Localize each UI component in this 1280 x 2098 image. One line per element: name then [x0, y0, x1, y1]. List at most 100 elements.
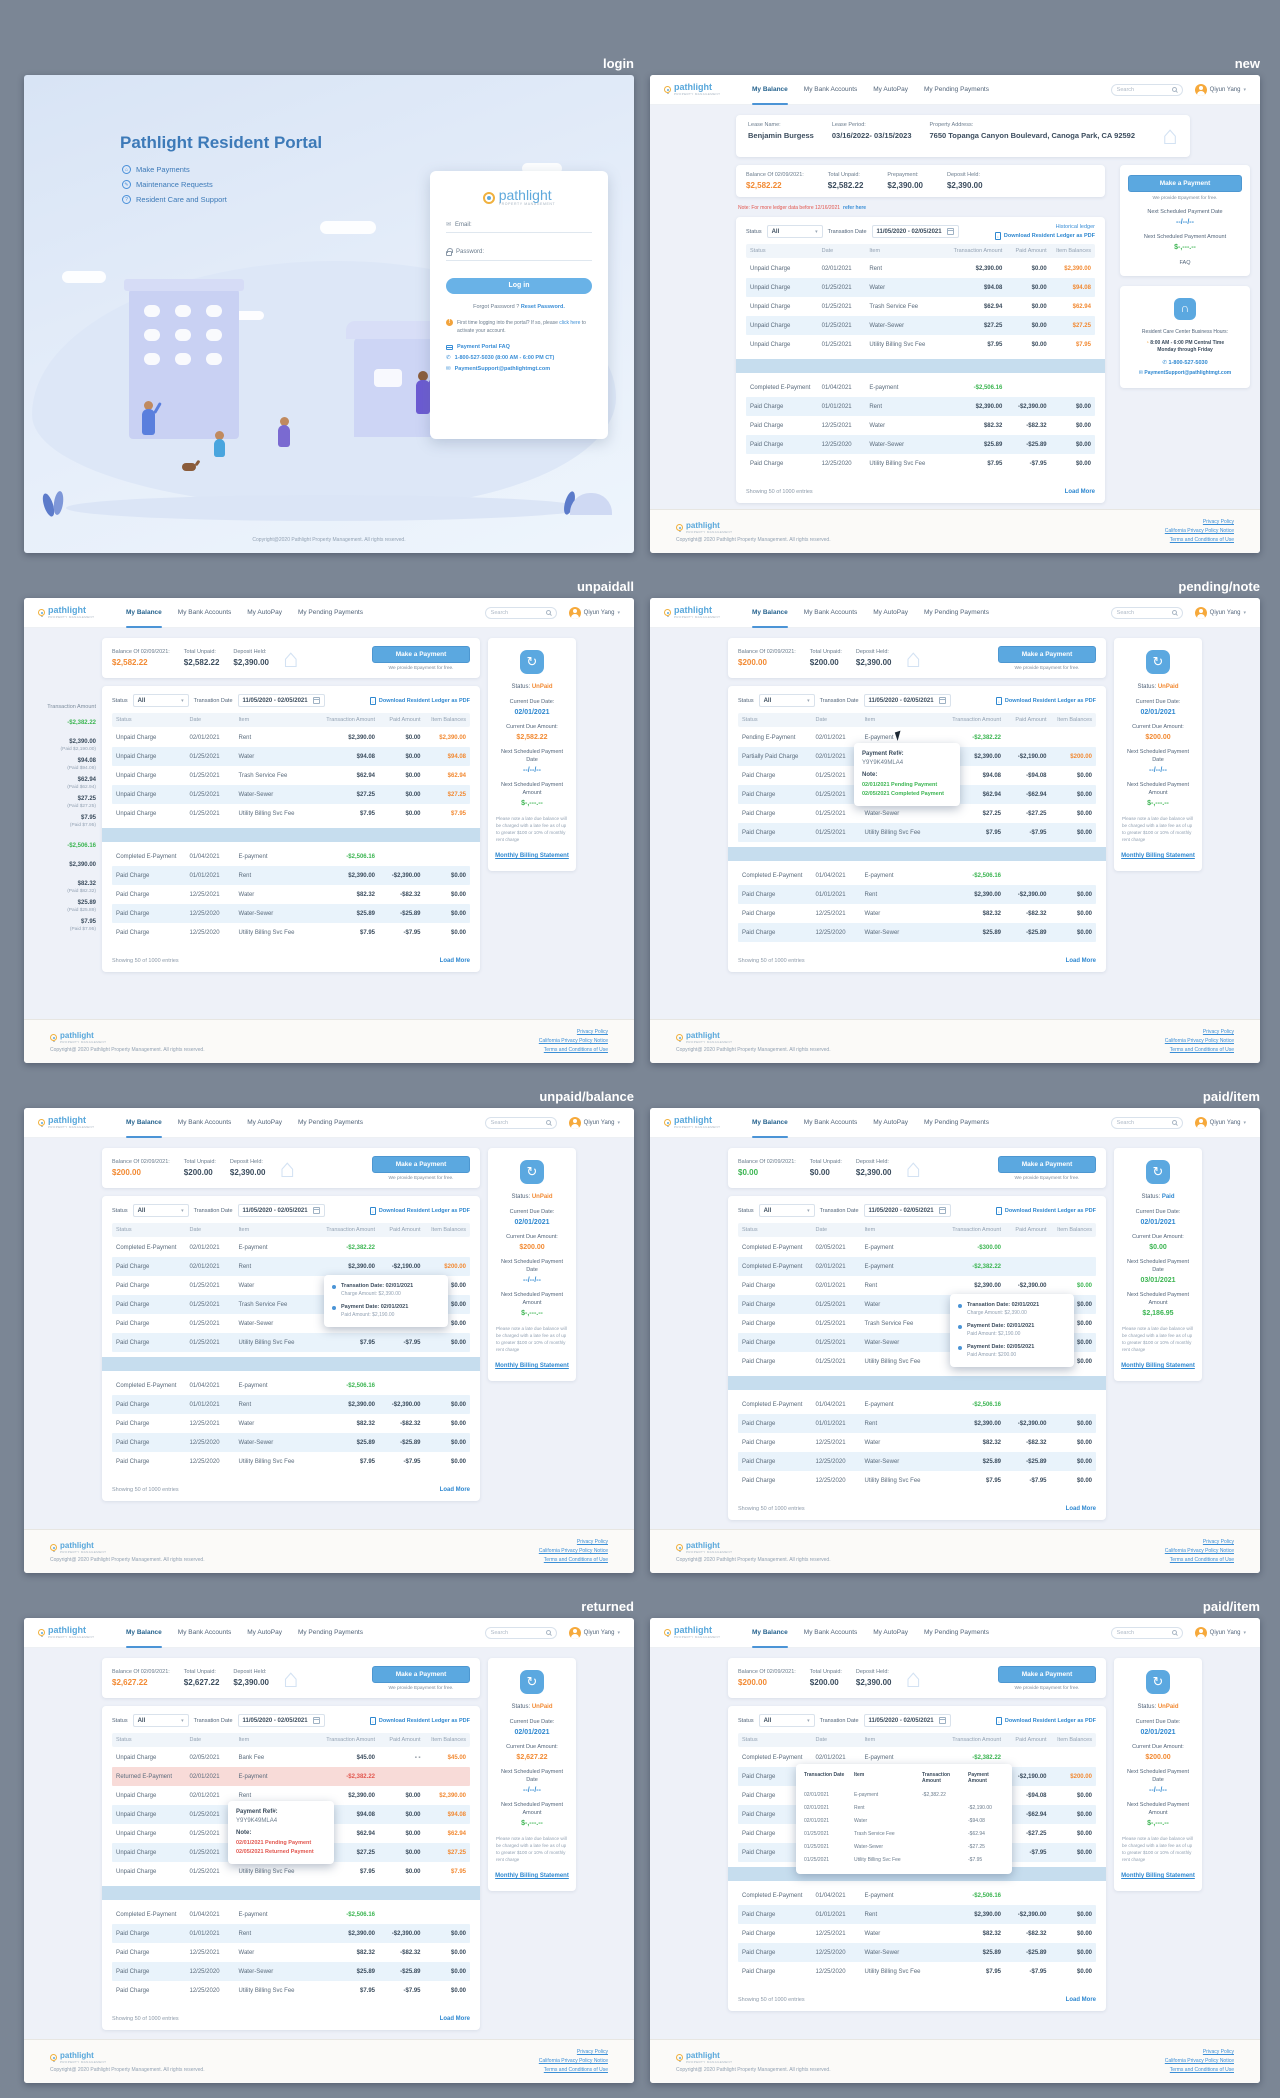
tab-my-balance[interactable]: My Balance [126, 598, 162, 628]
table-row[interactable]: Unpaid Charge 01/25/2021 Water-Sewer $27.25… [746, 316, 1095, 335]
table-row[interactable]: Unpaid Charge 01/25/2021 Water $94.08 $0.00 $… [746, 278, 1095, 297]
make-a-payment-button[interactable]: Make a Payment [372, 1155, 470, 1173]
table-row[interactable]: Paid Charge 01/01/2021 Rent $2,390.00 -$2,39… [738, 1414, 1096, 1433]
table-row[interactable]: Paid Charge 12/25/2020 Utility Billing Svc… [112, 1452, 470, 1471]
footer-link[interactable]: Terms and Conditions of Use [543, 1047, 608, 1053]
tab-my-autopay[interactable]: My AutoPay [873, 1118, 908, 1126]
status-filter[interactable]: All ▾ [766, 225, 823, 238]
download-pdf-link[interactable]: ↓ Download Resident Ledger as PDF [369, 1716, 470, 1725]
status-filter[interactable]: All ▾ [132, 694, 189, 707]
user-menu[interactable]: Qiyun Yang ▾ [1194, 1626, 1246, 1639]
tab-my-pending-payments[interactable]: My Pending Payments [923, 1118, 989, 1126]
user-menu[interactable]: Qiyun Yang ▾ [1194, 83, 1246, 96]
activate-link[interactable]: click here [559, 320, 581, 326]
tab-my-balance[interactable]: My Balance [126, 1618, 162, 1648]
table-row[interactable]: Completed E-Payment 02/01/2021 E-payment -$… [738, 1257, 1096, 1276]
table-row[interactable]: Paid Charge 12/25/2020 Water-Sewer $25.89 -$… [738, 1943, 1096, 1962]
load-more-link[interactable]: Load More [1065, 1506, 1096, 1512]
email-field[interactable]: ✉ Email: [446, 221, 592, 233]
status-filter[interactable]: All ▾ [132, 1714, 189, 1727]
tab-my-bank-accounts[interactable]: My Bank Accounts [177, 1628, 232, 1636]
tab-my-pending-payments[interactable]: My Pending Payments [923, 608, 989, 616]
user-menu[interactable]: Qiyun Yang ▾ [568, 1626, 620, 1639]
table-row[interactable]: Paid Charge 01/01/2021 Rent $2,390.00 -$2,39… [738, 885, 1096, 904]
footer-link[interactable]: Terms and Conditions of Use [1169, 2067, 1234, 2073]
table-row[interactable]: Unpaid Charge 02/01/2021 Rent $2,390.00 $0.0… [112, 728, 470, 747]
table-row[interactable]: Paid Charge 01/01/2021 Rent $2,390.00 -$2,39… [746, 397, 1095, 416]
table-row[interactable]: Pending E-Payment 02/01/2021 E-payment -$2,… [738, 728, 1096, 747]
date-range-filter[interactable]: 11/05/2020 - 02/05/2021 [871, 225, 959, 238]
monthly-billing-statement-link[interactable]: Monthly Billing Statement [1121, 1363, 1195, 1370]
search-input[interactable]: Search [484, 606, 557, 619]
table-row[interactable]: Unpaid Charge 01/25/2021 Water-Sewer $27.25… [112, 785, 470, 804]
footer-link[interactable]: Terms and Conditions of Use [1169, 1047, 1234, 1053]
tab-my-autopay[interactable]: My AutoPay [247, 1628, 282, 1636]
table-row[interactable]: Unpaid Charge 02/05/2021 Bank Fee $45.00 - -… [112, 1748, 470, 1767]
table-row[interactable]: Paid Charge 12/25/2021 Water $82.32 -$82.32 $… [738, 904, 1096, 923]
tab-my-balance[interactable]: My Balance [752, 598, 788, 628]
table-row[interactable]: Unpaid Charge 01/25/2021 Utility Billing S… [112, 804, 470, 823]
footer-link[interactable]: Privacy Policy [576, 1539, 608, 1545]
faq-link[interactable]: FAQ [1179, 259, 1191, 266]
date-range-filter[interactable]: 11/05/2020 - 02/05/2021 [237, 1204, 325, 1217]
care-email-link[interactable]: ✉ PaymentSupport@pathlightmgt.com [1138, 369, 1232, 376]
table-row[interactable]: Completed E-Payment 01/04/2021 E-payment -$… [746, 378, 1095, 397]
table-row[interactable]: Paid Charge 12/25/2020 Water-Sewer $25.89 -$… [112, 904, 470, 923]
table-row[interactable]: Completed E-Payment 01/04/2021 E-payment -$… [738, 866, 1096, 885]
download-pdf-link[interactable]: ↓ Download Resident Ledger as PDF [994, 231, 1095, 240]
tab-my-pending-payments[interactable]: My Pending Payments [297, 1118, 363, 1126]
table-row[interactable]: Completed E-Payment 01/04/2021 E-payment -$… [112, 1905, 470, 1924]
tab-my-pending-payments[interactable]: My Pending Payments [923, 1628, 989, 1636]
tab-my-balance[interactable]: My Balance [752, 1108, 788, 1138]
support-email-link[interactable]: ✉ PaymentSupport@pathlightmgt.com [446, 366, 551, 372]
footer-link[interactable]: California Privacy Policy Notice [538, 2058, 608, 2064]
table-row[interactable]: Paid Charge 12/25/2021 Water $82.32 -$82.32 $… [738, 1924, 1096, 1943]
date-range-filter[interactable]: 11/05/2020 - 02/05/2021 [237, 1714, 325, 1727]
make-a-payment-button[interactable]: Make a Payment [372, 645, 470, 663]
tab-my-pending-payments[interactable]: My Pending Payments [923, 85, 989, 93]
footer-link[interactable]: California Privacy Policy Notice [1164, 2058, 1234, 2064]
search-input[interactable]: Search [1110, 1116, 1183, 1129]
footer-link[interactable]: Privacy Policy [576, 1029, 608, 1035]
table-row[interactable]: Unpaid Charge 01/25/2021 Water $94.08 $0.00 $… [112, 747, 470, 766]
table-row[interactable]: Completed E-Payment 01/04/2021 E-payment -$… [112, 1376, 470, 1395]
make-a-payment-button[interactable]: Make a Payment [998, 1665, 1096, 1683]
footer-link[interactable]: California Privacy Policy Notice [1164, 528, 1234, 534]
tab-my-pending-payments[interactable]: My Pending Payments [297, 1628, 363, 1636]
table-row[interactable]: Paid Charge 12/25/2020 Utility Billing Svc… [738, 1471, 1096, 1490]
footer-link[interactable]: Privacy Policy [1202, 519, 1234, 525]
make-a-payment-button[interactable]: Make a Payment [998, 645, 1096, 663]
footer-link[interactable]: Terms and Conditions of Use [1169, 1557, 1234, 1563]
table-row[interactable]: Completed E-Payment 01/04/2021 E-payment -$… [112, 847, 470, 866]
historical-ledger-link[interactable]: Historical ledger [1055, 223, 1095, 230]
load-more-link[interactable]: Load More [439, 958, 470, 964]
make-a-payment-button[interactable]: Make a Payment [1128, 175, 1242, 192]
search-input[interactable]: Search [484, 1626, 557, 1639]
footer-link[interactable]: Terms and Conditions of Use [543, 2067, 608, 2073]
status-filter[interactable]: All ▾ [758, 1204, 815, 1217]
footer-link[interactable]: Privacy Policy [1202, 1029, 1234, 1035]
tab-my-bank-accounts[interactable]: My Bank Accounts [803, 608, 858, 616]
table-row[interactable]: Completed E-Payment 02/01/2021 E-payment -$… [112, 1238, 470, 1257]
table-row[interactable]: Paid Charge 12/25/2021 Water $82.32 -$82.32 $… [112, 1414, 470, 1433]
table-row[interactable]: Unpaid Charge 02/01/2021 Rent $2,390.00 $0.0… [746, 259, 1095, 278]
date-range-filter[interactable]: 11/05/2020 - 02/05/2021 [863, 694, 951, 707]
table-row[interactable]: Paid Charge 12/25/2020 Water-Sewer $25.89 -$… [112, 1962, 470, 1981]
footer-link[interactable]: California Privacy Policy Notice [538, 1038, 608, 1044]
search-input[interactable]: Search [1110, 83, 1183, 96]
monthly-billing-statement-link[interactable]: Monthly Billing Statement [495, 1873, 569, 1880]
table-row[interactable]: Completed E-Payment 02/01/2021 E-payment -$… [738, 1748, 1096, 1767]
table-row[interactable]: Paid Charge 02/01/2021 Rent $2,390.00 -$2,19… [112, 1257, 470, 1276]
table-row[interactable]: Paid Charge 12/25/2020 Water-Sewer $25.89 -$… [738, 1452, 1096, 1471]
table-row[interactable]: Unpaid Charge 02/01/2021 Rent $2,390.00 $0.0… [112, 1786, 470, 1805]
table-row[interactable]: Paid Charge 12/25/2021 Water $82.32 -$82.32 $… [738, 1433, 1096, 1452]
monthly-billing-statement-link[interactable]: Monthly Billing Statement [1121, 853, 1195, 860]
table-row[interactable]: Completed E-Payment 01/04/2021 E-payment -$… [738, 1886, 1096, 1905]
search-input[interactable]: Search [1110, 1626, 1183, 1639]
table-row[interactable]: Returned E-Payment 02/01/2021 E-payment -$2… [112, 1767, 470, 1786]
load-more-link[interactable]: Load More [1065, 1997, 1096, 2003]
date-range-filter[interactable]: 11/05/2020 - 02/05/2021 [863, 1204, 951, 1217]
tab-my-bank-accounts[interactable]: My Bank Accounts [803, 85, 858, 93]
download-pdf-link[interactable]: ↓ Download Resident Ledger as PDF [369, 1206, 470, 1215]
search-input[interactable]: Search [484, 1116, 557, 1129]
